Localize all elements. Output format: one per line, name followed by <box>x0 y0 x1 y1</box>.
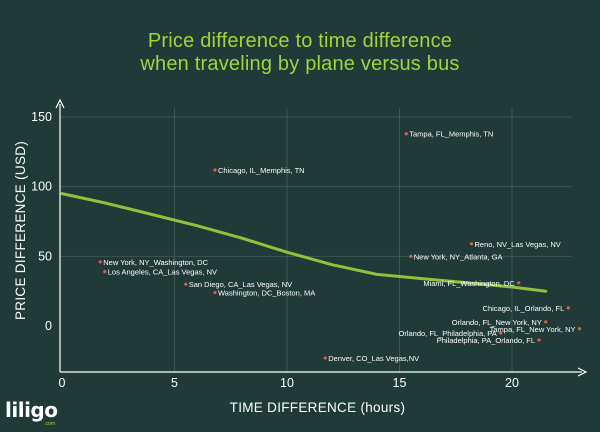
data-point-label: New York, NY_Washington, DC <box>103 258 208 267</box>
data-point <box>213 290 217 295</box>
data-point-label: Reno, NV_Las Vegas, NV <box>475 240 561 249</box>
data-point <box>409 254 413 258</box>
data-point-label: New York, NY_Atlanta, GA <box>414 252 503 261</box>
x-axis-arrow <box>577 367 588 377</box>
data-point-label: San Diego, CA_Las Vegas, NV <box>189 280 292 289</box>
x-tick-label: 20 <box>505 376 519 390</box>
data-point <box>499 331 503 335</box>
data-point-label: Los Angeles, CA_Las Vegas, NV <box>108 268 217 277</box>
chart-title-line-2: when traveling by plane versus bus <box>140 53 460 75</box>
data-point-label: Miami, FL_Washington, DC <box>423 279 515 288</box>
data-point <box>323 356 327 360</box>
logo-text: liligo <box>5 398 58 422</box>
data-point-label: Tampa, FL_Memphis, TN <box>409 130 493 139</box>
x-tick-label: 10 <box>280 376 294 390</box>
data-point-label: Philadelphia, PA_Orlando, FL <box>437 336 535 345</box>
y-axis-arrow <box>55 98 65 109</box>
x-axis-label: TIME DIFFERENCE (hours) <box>229 400 406 415</box>
data-point-label: Tampa, FL_New York, NY <box>490 325 576 334</box>
y-tick-label: 100 <box>31 180 52 194</box>
data-point <box>213 168 217 172</box>
data-point-label: Chicago, IL_Memphis, TN <box>218 166 305 175</box>
x-tick-label: 15 <box>393 376 407 390</box>
y-axis-label: PRICE DIFFERENCE (USD) <box>13 140 28 320</box>
y-tick-label: 0 <box>45 319 52 333</box>
data-point <box>184 282 188 286</box>
data-point <box>517 281 521 285</box>
data-point <box>404 132 408 136</box>
data-point <box>544 320 548 324</box>
data-point <box>566 306 570 310</box>
data-point <box>469 242 474 246</box>
data-point <box>537 338 541 342</box>
data-point-label: Orlando, FL_Philadelphia, PA <box>398 329 496 338</box>
data-point-label: Washington, DC_Boston, MA <box>218 289 315 298</box>
y-tick-label: 50 <box>38 249 52 263</box>
liligo-logo: liligo .com <box>5 398 58 428</box>
data-point <box>577 327 582 331</box>
x-tick-label: 0 <box>59 376 66 390</box>
data-point <box>98 260 102 264</box>
chart-title-line-1: Price difference to time difference <box>147 30 453 52</box>
data-point <box>103 270 107 274</box>
logo-sub: .com <box>44 421 55 427</box>
data-point-label: Denver, CO_Las Vegas,NV <box>328 354 419 363</box>
trendline <box>60 192 548 293</box>
y-tick-label: 150 <box>31 110 52 124</box>
data-point-label: Chicago, IL_Orlando, FL <box>483 304 565 313</box>
data-point-label: Orlando, FL_New York, NY <box>452 318 542 327</box>
x-tick-label: 5 <box>171 376 178 390</box>
